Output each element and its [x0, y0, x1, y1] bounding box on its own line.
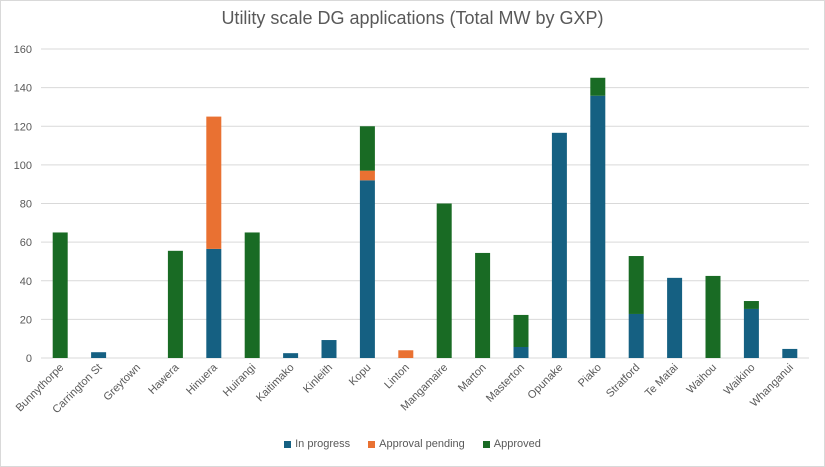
- x-tick-label: Marton: [456, 362, 489, 395]
- bar-in-progress: [667, 277, 683, 358]
- bar-approved: [628, 256, 644, 314]
- bar-approved: [244, 232, 260, 358]
- y-tick-label: 40: [20, 276, 32, 288]
- x-tick-label: Kaitimako: [254, 362, 297, 405]
- bar-approved: [590, 77, 606, 96]
- x-tick-label: Opunake: [525, 362, 565, 402]
- x-tick-label: Kopu: [347, 362, 374, 389]
- bar-approval-pending: [398, 350, 414, 358]
- bar-in-progress: [513, 346, 529, 358]
- legend-label: In progress: [295, 438, 351, 450]
- x-tick-label: Kinleith: [301, 362, 335, 396]
- y-tick-label: 100: [14, 160, 32, 172]
- y-tick-label: 80: [20, 199, 32, 211]
- legend-item: In progress: [284, 438, 350, 450]
- bar-in-progress: [782, 348, 798, 358]
- legend-label: Approved: [493, 438, 541, 450]
- bar-in-progress: [206, 248, 222, 358]
- x-tick-label: Linton: [382, 362, 412, 392]
- y-tick-label: 160: [14, 44, 32, 56]
- bar-approved: [52, 232, 68, 358]
- bar-approval-pending: [359, 170, 375, 181]
- x-tick-label: Waihou: [685, 362, 720, 397]
- x-tick-label: Piako: [576, 362, 604, 390]
- bar-approved: [743, 301, 759, 309]
- bar-approved: [513, 314, 529, 347]
- x-tick-label: Hinuera: [184, 361, 220, 397]
- bar-approved: [705, 275, 721, 358]
- bar-in-progress: [590, 95, 606, 358]
- bar-in-progress: [551, 132, 567, 358]
- bar-in-progress: [628, 313, 644, 358]
- legend-label: Approval pending: [379, 438, 465, 450]
- x-tick-label: Te Matai: [643, 362, 681, 400]
- legend-swatch: [368, 440, 376, 448]
- chart-title: Utility scale DG applications (Total MW …: [221, 8, 604, 28]
- y-tick-label: 60: [20, 237, 32, 249]
- x-tick-label: Stratford: [604, 362, 642, 400]
- y-tick-label: 120: [14, 121, 32, 133]
- bar-in-progress: [743, 308, 759, 358]
- y-tick-label: 0: [26, 353, 32, 365]
- legend-item: Approval pending: [368, 438, 465, 450]
- legend-item: Approved: [482, 438, 541, 450]
- x-tick-label: Waikino: [722, 362, 758, 398]
- bar-in-progress: [283, 353, 299, 358]
- x-tick-label: Huirangi: [221, 362, 258, 399]
- legend-swatch: [284, 440, 292, 448]
- bar-in-progress: [359, 180, 375, 358]
- legend: In progress Approval pending Approved: [0, 438, 825, 450]
- x-tick-label: Masterton: [484, 362, 527, 405]
- y-tick-label: 20: [20, 314, 32, 326]
- y-tick-label: 140: [14, 83, 32, 95]
- x-tick-label: Hawera: [146, 361, 182, 397]
- bar-in-progress: [91, 352, 107, 358]
- legend-swatch: [482, 440, 490, 448]
- bar-approved: [167, 250, 183, 358]
- bar-approved: [436, 203, 452, 358]
- x-tick-label: Greytown: [101, 362, 143, 404]
- bar-approved: [359, 126, 375, 171]
- bar-in-progress: [321, 340, 337, 358]
- bar-approved: [475, 252, 491, 358]
- bar-approval-pending: [206, 116, 222, 249]
